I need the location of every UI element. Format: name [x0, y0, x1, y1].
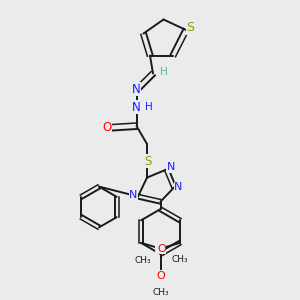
Text: N: N [129, 190, 138, 200]
Text: N: N [174, 182, 183, 193]
Text: O: O [103, 121, 112, 134]
Text: O: O [156, 271, 165, 281]
Text: S: S [144, 154, 151, 168]
Text: CH₃: CH₃ [135, 256, 152, 266]
Text: N: N [167, 162, 175, 172]
Text: O: O [155, 244, 164, 254]
Text: O: O [157, 244, 166, 254]
Text: N: N [131, 83, 140, 96]
Text: CH₃: CH₃ [171, 255, 188, 264]
Text: H: H [160, 67, 167, 77]
Text: N: N [131, 101, 140, 114]
Text: H: H [145, 101, 152, 112]
Text: S: S [187, 21, 194, 34]
Text: CH₃: CH₃ [152, 288, 169, 297]
